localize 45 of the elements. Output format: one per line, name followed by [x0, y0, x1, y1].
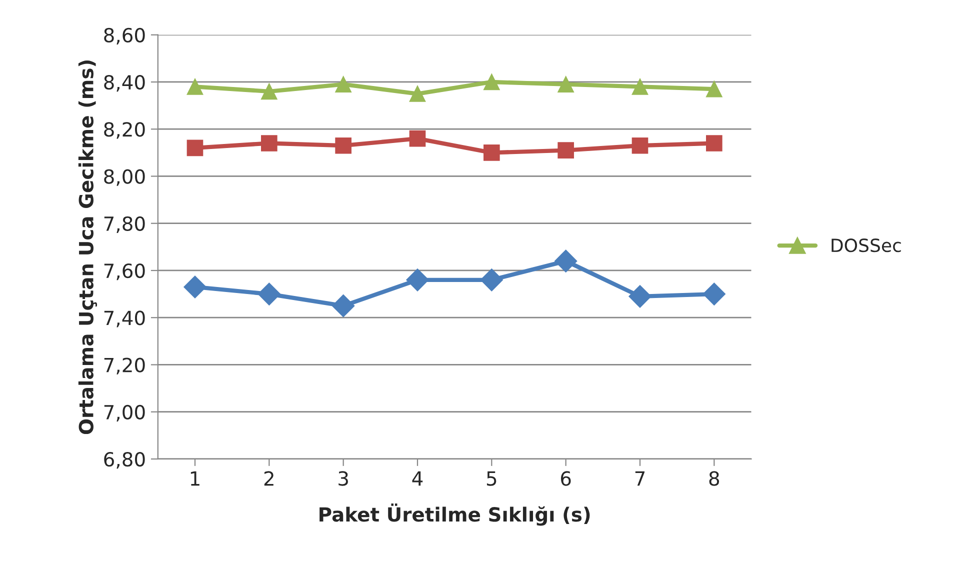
y-tick-label: 7,60: [104, 263, 145, 280]
x-tick-label: 4: [412, 471, 423, 486]
point: [260, 135, 278, 152]
y-tick-label: 8,60: [104, 28, 145, 45]
point: [409, 86, 426, 102]
x-tick-label: 7: [635, 471, 645, 486]
x-axis-title: Paket Üretilme Sıklığı (s): [320, 504, 590, 526]
point: [258, 282, 280, 306]
point: [484, 74, 500, 90]
x-tick-label: 6: [561, 471, 571, 486]
point: [335, 76, 352, 92]
x-tick-label: 2: [264, 471, 274, 486]
point: [186, 140, 204, 156]
x-tick-label: 1: [190, 471, 200, 486]
x-tick-label: 3: [338, 471, 348, 486]
point: [706, 135, 722, 152]
point: [706, 80, 722, 98]
point: [332, 294, 355, 318]
point: [406, 268, 429, 292]
point: [632, 78, 648, 95]
y-tick-label: 7,20: [104, 358, 145, 374]
point: [628, 285, 652, 308]
y-tick-label: 6,80: [104, 452, 145, 469]
point: [702, 282, 726, 306]
point: [260, 83, 278, 100]
y-tick-label: 7,80: [104, 216, 145, 234]
point: [335, 137, 352, 154]
y-axis-title: Ortalama Uçtan Uca Gecikme (ms): [78, 60, 98, 434]
y-tick-label: 7,40: [104, 310, 145, 328]
y-tick-label: 8,20: [104, 122, 145, 139]
point: [554, 250, 578, 272]
y-tick-label: 8,00: [104, 169, 145, 186]
point: [186, 78, 204, 95]
point: [184, 276, 206, 298]
point: [409, 130, 426, 147]
x-tick-label: 5: [486, 471, 496, 486]
y-tick-label: 8,40: [104, 74, 145, 92]
point: [558, 76, 574, 92]
y-tick-label: 7,00: [104, 404, 145, 422]
x-tick-label: 8: [709, 471, 720, 486]
point: [558, 142, 574, 158]
point: [484, 144, 500, 161]
point: [632, 137, 648, 154]
legend-label: DOSSec: [832, 238, 901, 252]
point: [480, 268, 503, 292]
